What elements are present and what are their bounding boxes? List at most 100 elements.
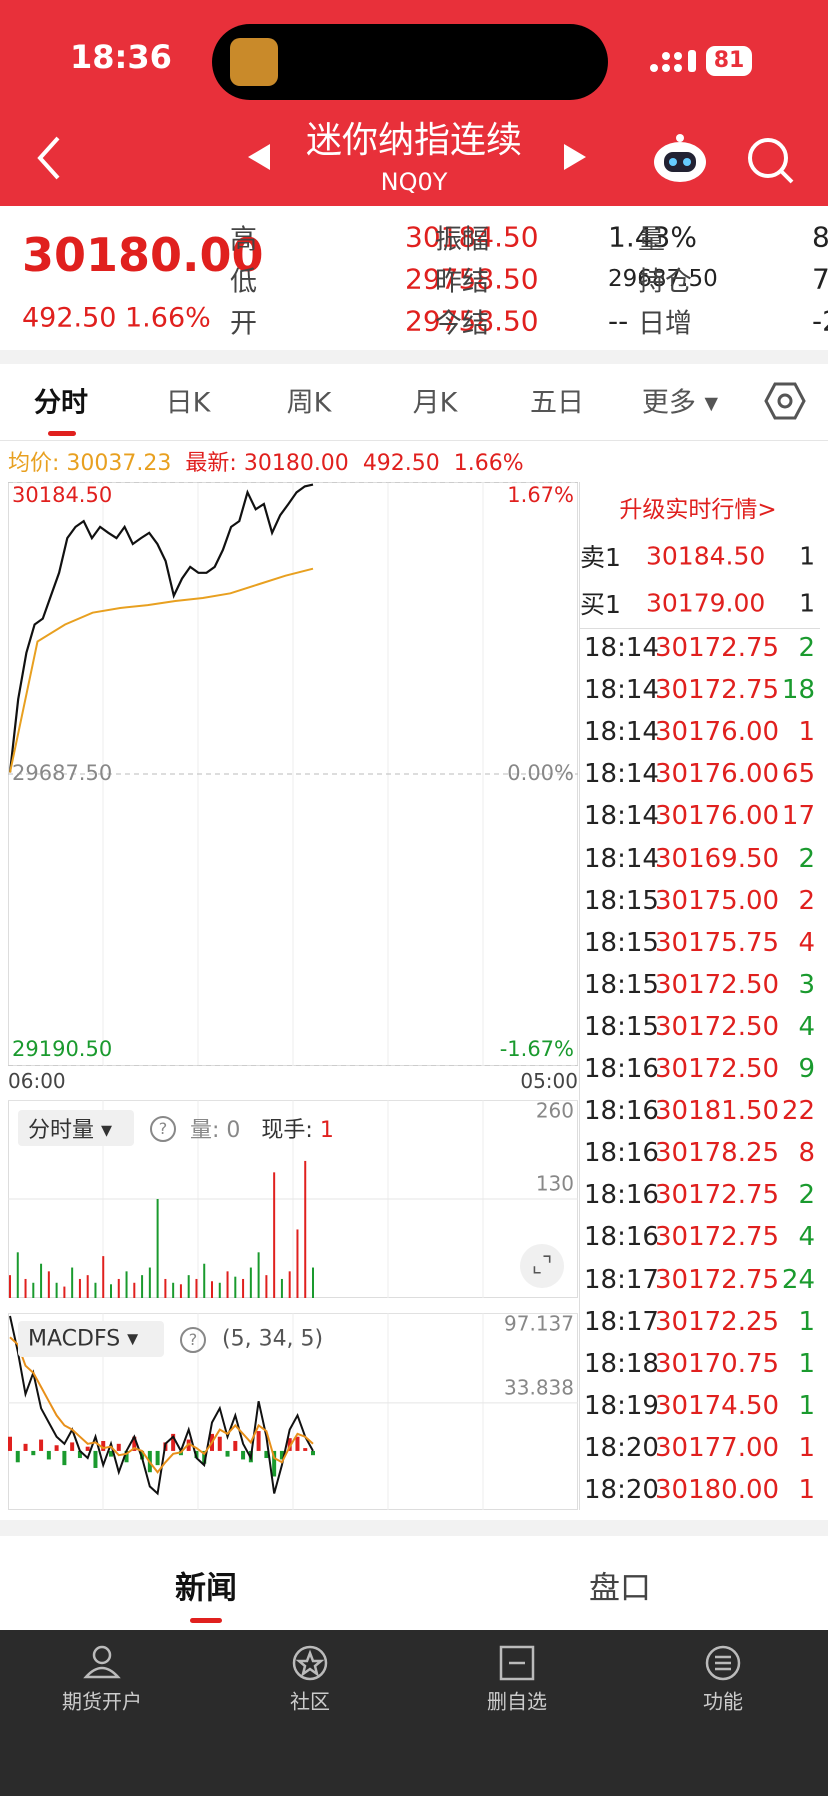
- next-button[interactable]: [562, 142, 590, 172]
- trade-qty: 4: [798, 1222, 815, 1253]
- macd-bar: [15, 1450, 20, 1463]
- qty: 0: [226, 1118, 241, 1143]
- selector-box[interactable]: [18, 1110, 134, 1146]
- price-line: [9, 1336, 314, 1474]
- dynamic-island: [212, 24, 608, 100]
- macd-bar: [23, 1443, 28, 1451]
- macd-params: (5, 34, 5): [222, 1326, 324, 1352]
- volume-bar: [141, 1275, 144, 1298]
- search-icon[interactable]: [744, 134, 796, 186]
- tab[interactable]: 更多 ▾: [641, 387, 719, 419]
- trade-qty: 2: [798, 885, 815, 916]
- tab[interactable]: 日K: [165, 387, 211, 419]
- nav-label[interactable]: 期货开户: [62, 1689, 142, 1714]
- volume-bar: [312, 1267, 314, 1298]
- volume-bar: [86, 1275, 89, 1298]
- trade-time: 18:15: [584, 969, 659, 1000]
- trade-price: 30175.00: [655, 885, 780, 916]
- nav-icon[interactable]: [497, 1643, 537, 1683]
- volume-bar: [304, 1160, 307, 1298]
- trade-price: 30176.00: [655, 801, 780, 832]
- price-change-pct: 1.66%: [125, 302, 211, 334]
- time-label: 06:00: [8, 1069, 66, 1093]
- volume-selector[interactable]: 分时量 ▾: [28, 1118, 113, 1143]
- tab-indicator: [48, 431, 76, 436]
- upgrade-link[interactable]: 升级实时行情>: [619, 497, 777, 523]
- y2-tick-label: 0.00%: [507, 761, 574, 785]
- field-label: 今结: [435, 308, 489, 340]
- tab[interactable]: 五日: [530, 387, 584, 419]
- field-value: --: [608, 304, 629, 338]
- y-tick-label: 30184.50: [12, 483, 112, 507]
- macd-selector[interactable]: MACDFS ▾: [28, 1326, 139, 1352]
- trade-price: 30172.75: [655, 1264, 780, 1295]
- macd-bar: [233, 1440, 238, 1451]
- volume-bar: [218, 1282, 221, 1298]
- trade-qty: 1: [798, 717, 815, 748]
- divider: [580, 628, 820, 629]
- tab[interactable]: 分时: [34, 387, 88, 419]
- trade-price: 30175.75: [655, 927, 780, 958]
- book-qty: 1: [799, 588, 815, 618]
- qty-label: 量:: [190, 1118, 220, 1143]
- field-label: 日增: [638, 308, 692, 340]
- bottom-tab[interactable]: 新闻: [175, 1570, 237, 1607]
- last-price: 30180.00: [22, 228, 264, 282]
- book-price: 30184.50: [646, 541, 766, 571]
- volume-chart: 130 260: [8, 1100, 578, 1298]
- prev-button[interactable]: [244, 142, 272, 172]
- signal-icon: [650, 50, 696, 72]
- expand-button[interactable]: ⌞⌝: [520, 1244, 564, 1288]
- y2-tick-label: -1.67%: [500, 1037, 574, 1061]
- status-time: 18:36: [70, 38, 172, 76]
- trade-time: 18:16: [584, 1180, 659, 1211]
- settings-icon[interactable]: [764, 380, 806, 422]
- volume-bar: [24, 1278, 27, 1298]
- assistant-icon[interactable]: [650, 130, 710, 186]
- book-qty: 1: [799, 541, 815, 571]
- info-line: 均价: 30037.23 最新: 30180.00 492.50 1.66%: [8, 445, 524, 477]
- macd-bar: [303, 1448, 308, 1451]
- volume-bar: [164, 1278, 167, 1298]
- field-value: 29687.50: [608, 266, 718, 292]
- nav-label[interactable]: 功能: [703, 1689, 743, 1714]
- help-icon[interactable]: ?: [150, 1116, 176, 1142]
- trade-qty: 65: [781, 759, 815, 790]
- divider: [0, 1520, 828, 1536]
- app-icon: [230, 38, 278, 86]
- field-value: 8555: [812, 220, 828, 254]
- volume-bar: [47, 1271, 50, 1298]
- bottom-tab[interactable]: 盘口: [589, 1570, 651, 1607]
- selector-box[interactable]: [18, 1321, 164, 1357]
- tab[interactable]: 月K: [412, 387, 458, 419]
- macd-bar: [54, 1445, 59, 1451]
- trade-time: 18:15: [584, 885, 659, 916]
- trade-time: 18:16: [584, 1138, 659, 1169]
- side-border: [579, 482, 580, 1510]
- nav-icon[interactable]: [703, 1643, 743, 1683]
- trade-price: 30172.25: [655, 1306, 780, 1337]
- volume-bar: [16, 1252, 19, 1298]
- selector-text: MACDFS: [28, 1326, 121, 1352]
- trade-price: 30178.25: [655, 1138, 780, 1169]
- book-label: 卖1: [580, 543, 621, 572]
- volume-bar: [280, 1278, 283, 1298]
- hand: 1: [319, 1118, 334, 1143]
- nav-icon[interactable]: [290, 1643, 330, 1683]
- volume-bar: [94, 1282, 97, 1298]
- help-icon[interactable]: ?: [180, 1327, 206, 1353]
- nav-label[interactable]: 删自选: [487, 1689, 547, 1714]
- tab[interactable]: 周K: [286, 387, 332, 419]
- y-tick-label: 29190.50: [12, 1037, 112, 1061]
- volume-bar: [156, 1199, 159, 1298]
- price-change: 492.50: [22, 302, 117, 334]
- trade-price: 30177.00: [655, 1432, 780, 1463]
- nav-icon[interactable]: [82, 1643, 122, 1683]
- volume-bar: [187, 1275, 190, 1298]
- nav-label[interactable]: 社区: [290, 1689, 330, 1714]
- trade-time: 18:18: [584, 1348, 659, 1379]
- macd-bar: [132, 1436, 137, 1451]
- back-button[interactable]: [30, 132, 70, 184]
